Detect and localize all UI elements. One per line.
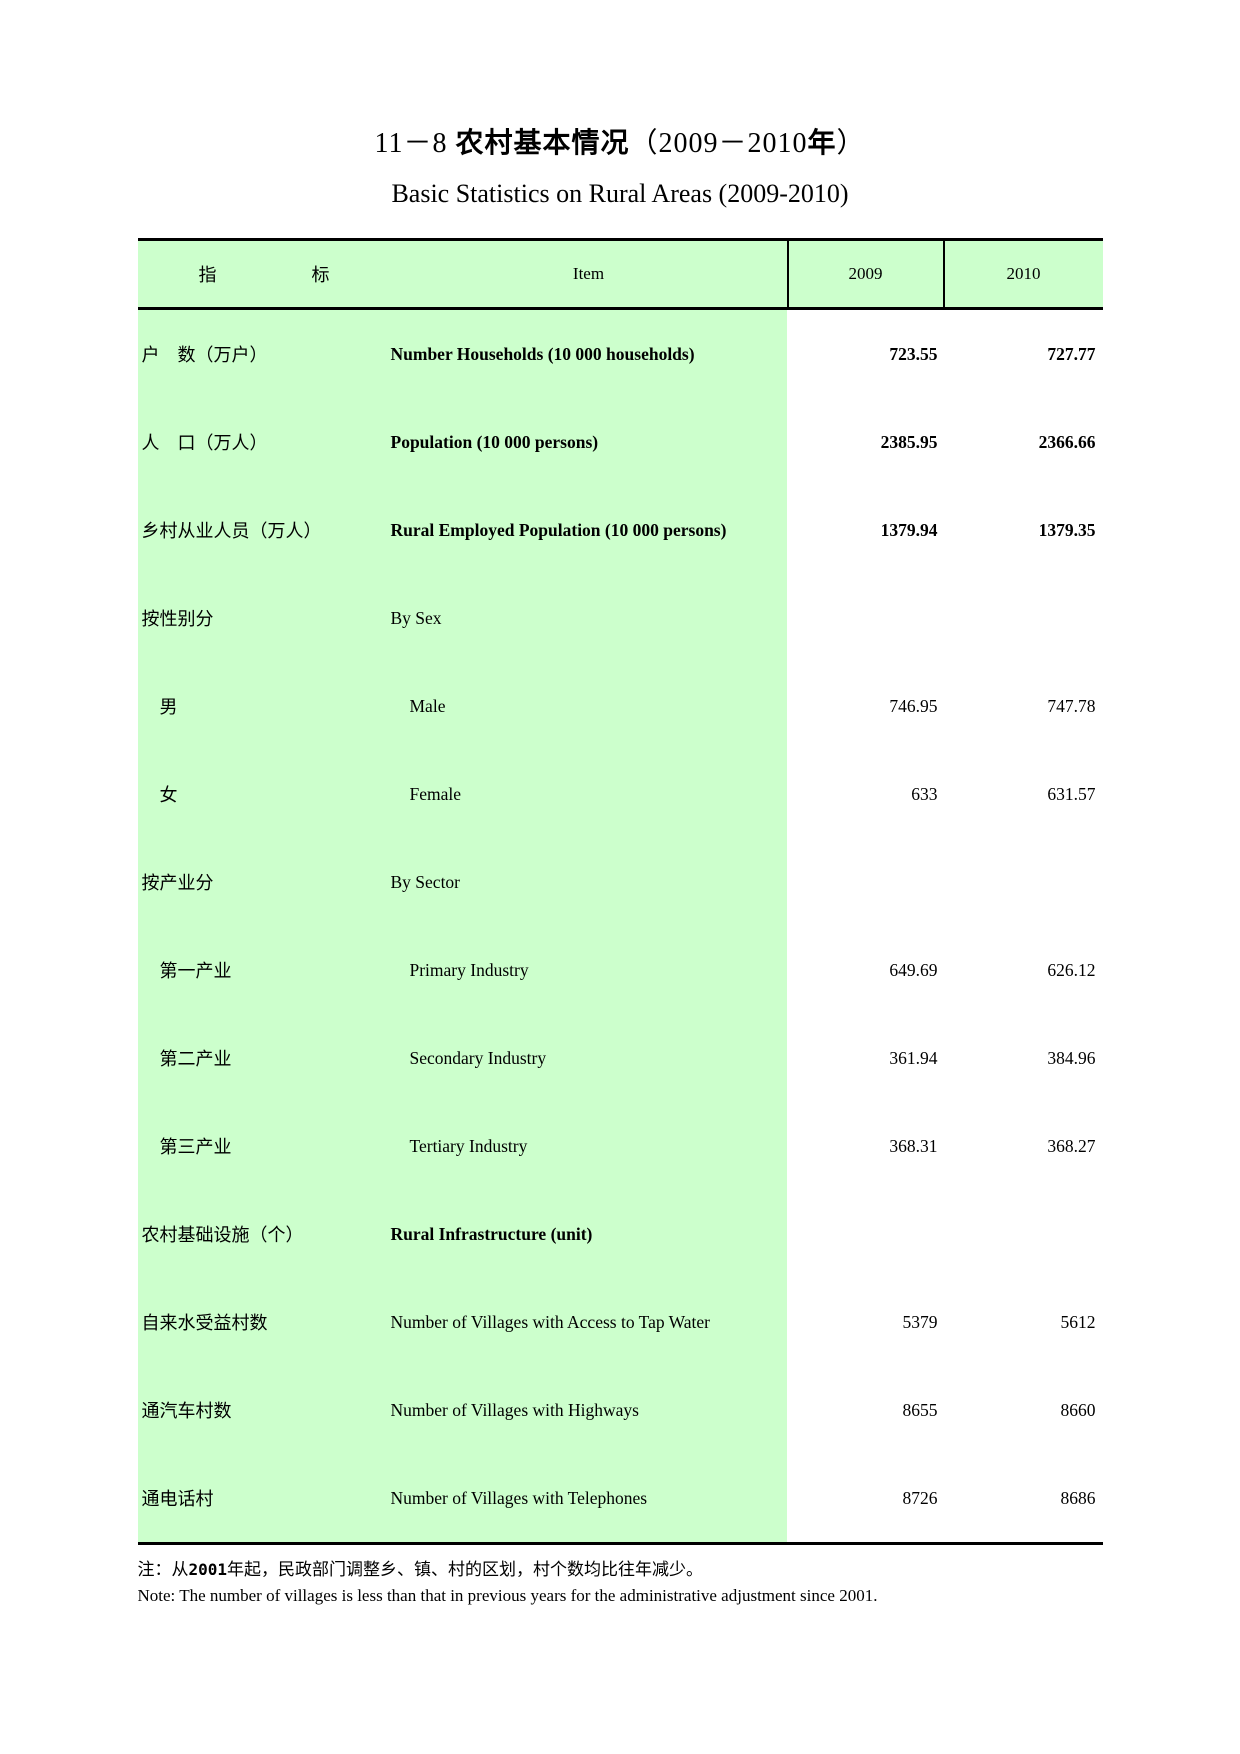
title-cn-paren-close: ）	[836, 128, 866, 159]
value-2009: 723.55	[786, 310, 943, 398]
table-body: 户 数（万户） Number Households (10 000 househo…	[137, 310, 1103, 1545]
item-label-en: Male	[390, 662, 787, 750]
value-2010	[942, 1190, 1103, 1278]
value-2009	[786, 1190, 943, 1278]
value-2009: 746.95	[786, 662, 943, 750]
footnote-cn-text: 年起，民政部门调整乡、镇、村的区划，村个数均比往年减少。	[227, 1560, 704, 1579]
value-2009: 2385.95	[786, 398, 943, 486]
value-2010: 8686	[942, 1454, 1103, 1542]
value-2010	[942, 574, 1103, 662]
item-label-en: Female	[390, 750, 787, 838]
item-label-en: Number of Villages with Access to Tap Wa…	[390, 1278, 787, 1366]
footnote-cn-year: 2001	[188, 1560, 228, 1579]
footnote-cn-prefix: 注：从	[137, 1560, 189, 1579]
item-label-en: Number Households (10 000 households)	[390, 310, 787, 398]
item-label-cn: 通电话村	[137, 1454, 391, 1542]
value-2009: 633	[786, 750, 943, 838]
item-label-cn: 第二产业	[137, 1014, 391, 1102]
table-row: 通汽车村数 Number of Villages with Highways 865…	[137, 1366, 1103, 1454]
item-label-cn: 自来水受益村数	[137, 1278, 391, 1366]
value-2010: 631.57	[942, 750, 1103, 838]
value-2010: 2366.66	[942, 398, 1103, 486]
value-2009: 8655	[786, 1366, 943, 1454]
header-cn-char-1: 指	[198, 265, 217, 285]
value-2010: 368.27	[942, 1102, 1103, 1190]
page-title-cn: 11－8 农村基本情况（2009－2010年）	[0, 0, 1240, 162]
table-row: 农村基础设施（个） Rural Infrastructure (unit)	[137, 1190, 1103, 1278]
table-row: 按性别分 By Sex	[137, 574, 1103, 662]
table-row: 户 数（万户） Number Households (10 000 househo…	[137, 310, 1103, 398]
item-label-en: Tertiary Industry	[390, 1102, 787, 1190]
item-label-cn: 乡村从业人员（万人）	[137, 486, 391, 574]
value-2009	[786, 574, 943, 662]
value-2009: 649.69	[786, 926, 943, 1014]
value-2009: 1379.94	[786, 486, 943, 574]
title-table-number: 11－8	[374, 128, 456, 159]
value-2010	[942, 838, 1103, 926]
header-item-label-en: Item	[572, 264, 605, 283]
item-label-en: By Sector	[390, 838, 787, 926]
item-label-cn: 人 口（万人）	[137, 398, 391, 486]
item-label-cn: 第一产业	[137, 926, 391, 1014]
value-2009: 8726	[786, 1454, 943, 1542]
value-2010: 626.12	[942, 926, 1103, 1014]
table-row: 女 Female 633 631.57	[137, 750, 1103, 838]
item-label-en: Number of Villages with Telephones	[390, 1454, 787, 1542]
item-label-cn: 户 数（万户）	[137, 310, 391, 398]
table-row: 人 口（万人） Population (10 000 persons) 2385.9…	[137, 398, 1103, 486]
table-header-row: 指标 Item 2009 2010	[137, 238, 1103, 310]
item-label-cn: 男	[137, 662, 391, 750]
item-label-cn: 女	[137, 750, 391, 838]
item-label-cn: 第三产业	[137, 1102, 391, 1190]
item-label-en: Secondary Industry	[390, 1014, 787, 1102]
footnote-cn: 注：从2001年起，民政部门调整乡、镇、村的区划，村个数均比往年减少。	[138, 1557, 1103, 1583]
value-2010: 5612	[942, 1278, 1103, 1366]
table-row: 自来水受益村数 Number of Villages with Access to…	[137, 1278, 1103, 1366]
header-cell-item: 指标 Item	[138, 241, 787, 307]
item-label-cn: 通汽车村数	[137, 1366, 391, 1454]
value-2010: 747.78	[942, 662, 1103, 750]
table-row: 按产业分 By Sector	[137, 838, 1103, 926]
table-row: 第二产业 Secondary Industry 361.94 384.96	[137, 1014, 1103, 1102]
item-label-en: Number of Villages with Highways	[390, 1366, 787, 1454]
header-item-label-cn: 指标	[138, 241, 391, 307]
header-cn-char-2: 标	[311, 265, 330, 285]
item-label-en: Population (10 000 persons)	[390, 398, 787, 486]
item-label-cn: 按产业分	[137, 838, 391, 926]
table-row: 第一产业 Primary Industry 649.69 626.12	[137, 926, 1103, 1014]
item-label-en: By Sex	[390, 574, 787, 662]
item-label-en: Rural Infrastructure (unit)	[390, 1190, 787, 1278]
value-2009: 5379	[786, 1278, 943, 1366]
item-label-en: Rural Employed Population (10 000 person…	[390, 486, 787, 574]
value-2009: 361.94	[786, 1014, 943, 1102]
value-2010: 8660	[942, 1366, 1103, 1454]
title-cn-year-char: 年	[807, 128, 837, 159]
document-page: 11－8 农村基本情况（2009－2010年） Basic Statistics…	[0, 0, 1240, 1609]
table-row: 第三产业 Tertiary Industry 368.31 368.27	[137, 1102, 1103, 1190]
value-2010: 1379.35	[942, 486, 1103, 574]
page-title-en: Basic Statistics on Rural Areas (2009-20…	[391, 179, 849, 208]
item-label-cn: 农村基础设施（个）	[137, 1190, 391, 1278]
title-cn-main: 农村基本情况	[455, 128, 630, 159]
title-cn-paren-open: （2009－2010	[629, 128, 808, 159]
value-2010: 384.96	[942, 1014, 1103, 1102]
footnotes: 注：从2001年起，民政部门调整乡、镇、村的区划，村个数均比往年减少。 Note…	[138, 1557, 1103, 1609]
value-2009	[786, 838, 943, 926]
table-row: 乡村从业人员（万人） Rural Employed Population (10 …	[137, 486, 1103, 574]
footnote-en: Note: The number of villages is less tha…	[137, 1586, 878, 1605]
value-2010: 727.77	[942, 310, 1103, 398]
header-cell-2009: 2009	[786, 241, 943, 307]
value-2009: 368.31	[786, 1102, 943, 1190]
item-label-cn: 按性别分	[137, 574, 391, 662]
statistics-table: 指标 Item 2009 2010 户 数（万户） Number Househol…	[137, 238, 1103, 1545]
table-row: 通电话村 Number of Villages with Telephones 87…	[137, 1454, 1103, 1542]
table-row: 男 Male 746.95 747.78	[137, 662, 1103, 750]
item-label-en: Primary Industry	[390, 926, 787, 1014]
header-cell-2010: 2010	[942, 241, 1103, 307]
